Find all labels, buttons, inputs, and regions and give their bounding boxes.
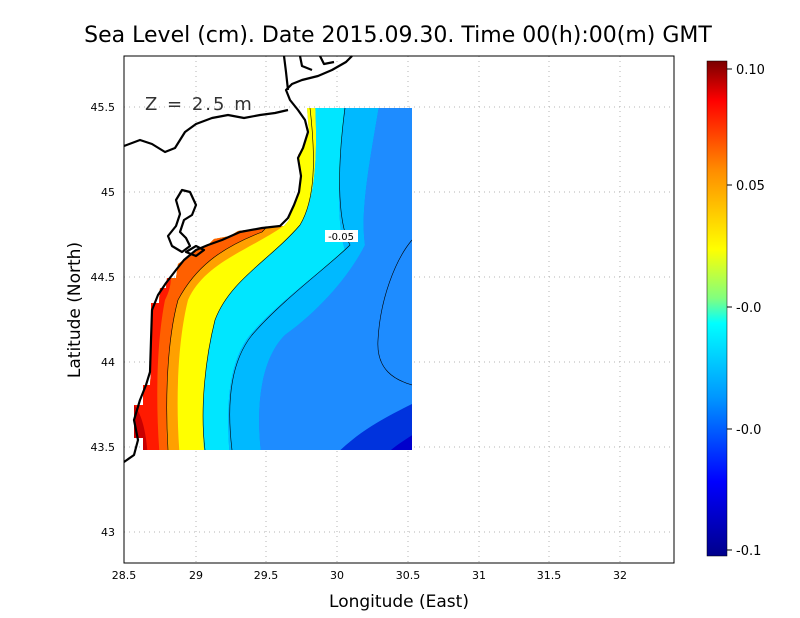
x-tick: 30 [330,569,344,582]
y-tick: 44.5 [91,271,116,284]
y-tick: 45 [101,186,115,199]
y-tick: 45.5 [91,101,116,114]
y-tick: 44 [101,356,115,369]
colorbar-tick-marks [727,68,732,551]
y-axis-title: Latitude (North) [65,242,85,378]
x-tick: 31.5 [537,569,562,582]
depth-label: Z = 2.5 m [145,94,254,115]
x-tick: 31 [472,569,486,582]
colorbar-tick: 0.05 [736,179,765,194]
y-tick-labels: 43 43.5 44 44.5 45 45.5 [91,101,116,539]
colorbar-tick-labels: 0.10 0.05 -0.0 -0.0 -0.1 [736,63,765,559]
x-tick: 28.5 [112,569,137,582]
colorbar-tick: -0.1 [736,544,761,559]
contour-label-box [325,230,358,242]
y-tick: 43 [101,526,115,539]
colorbar-tick: -0.0 [736,423,761,438]
colorbar-tick: -0.0 [736,301,761,316]
x-tick: 29 [189,569,203,582]
contour-label: -0.05 [328,232,354,243]
x-tick: 29.5 [254,569,279,582]
x-tick-labels: 28.5 29 29.5 30 30.5 31 31.5 32 [112,569,627,582]
x-tick: 30.5 [396,569,421,582]
plot-frame [123,55,675,564]
x-axis-title: Longitude (East) [329,592,469,612]
x-tick: 32 [613,569,627,582]
map-title: Sea Level (cm). Date 2015.09.30. Time 00… [84,23,712,48]
y-tick: 43.5 [91,441,116,454]
coastline [123,55,353,463]
colorbar-tick: 0.10 [736,63,765,78]
colorbar [706,60,728,557]
